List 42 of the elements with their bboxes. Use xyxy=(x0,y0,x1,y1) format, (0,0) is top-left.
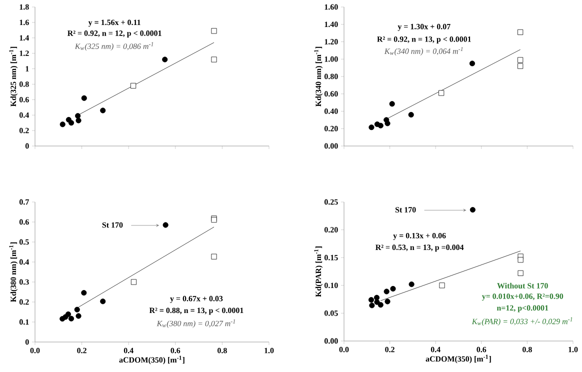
point xyxy=(384,288,390,294)
point xyxy=(368,297,374,303)
point xyxy=(438,90,444,96)
point xyxy=(60,122,66,128)
point xyxy=(408,112,414,118)
point xyxy=(439,282,445,288)
point xyxy=(470,206,476,213)
point xyxy=(76,118,82,124)
point xyxy=(100,298,106,304)
point xyxy=(130,82,136,89)
point xyxy=(389,101,395,107)
point xyxy=(162,56,168,62)
point xyxy=(211,254,217,260)
point xyxy=(384,298,390,304)
point xyxy=(74,306,80,312)
point xyxy=(518,257,524,263)
point xyxy=(75,113,81,119)
point xyxy=(65,311,72,317)
point xyxy=(369,302,375,308)
point xyxy=(130,279,137,285)
point xyxy=(518,57,524,63)
point xyxy=(378,302,384,308)
point xyxy=(81,290,87,296)
point xyxy=(76,313,82,319)
point xyxy=(68,120,74,126)
point xyxy=(162,222,168,228)
point xyxy=(378,122,384,128)
point xyxy=(518,63,524,69)
point xyxy=(384,120,390,126)
point xyxy=(518,270,524,276)
point xyxy=(368,124,374,130)
point xyxy=(408,282,414,288)
point xyxy=(390,286,396,292)
point xyxy=(81,95,87,101)
point xyxy=(518,29,524,35)
point xyxy=(68,316,74,322)
point xyxy=(374,294,380,300)
point xyxy=(211,28,217,34)
point xyxy=(469,60,476,66)
point xyxy=(100,108,106,114)
point xyxy=(374,299,380,305)
point xyxy=(211,56,217,62)
